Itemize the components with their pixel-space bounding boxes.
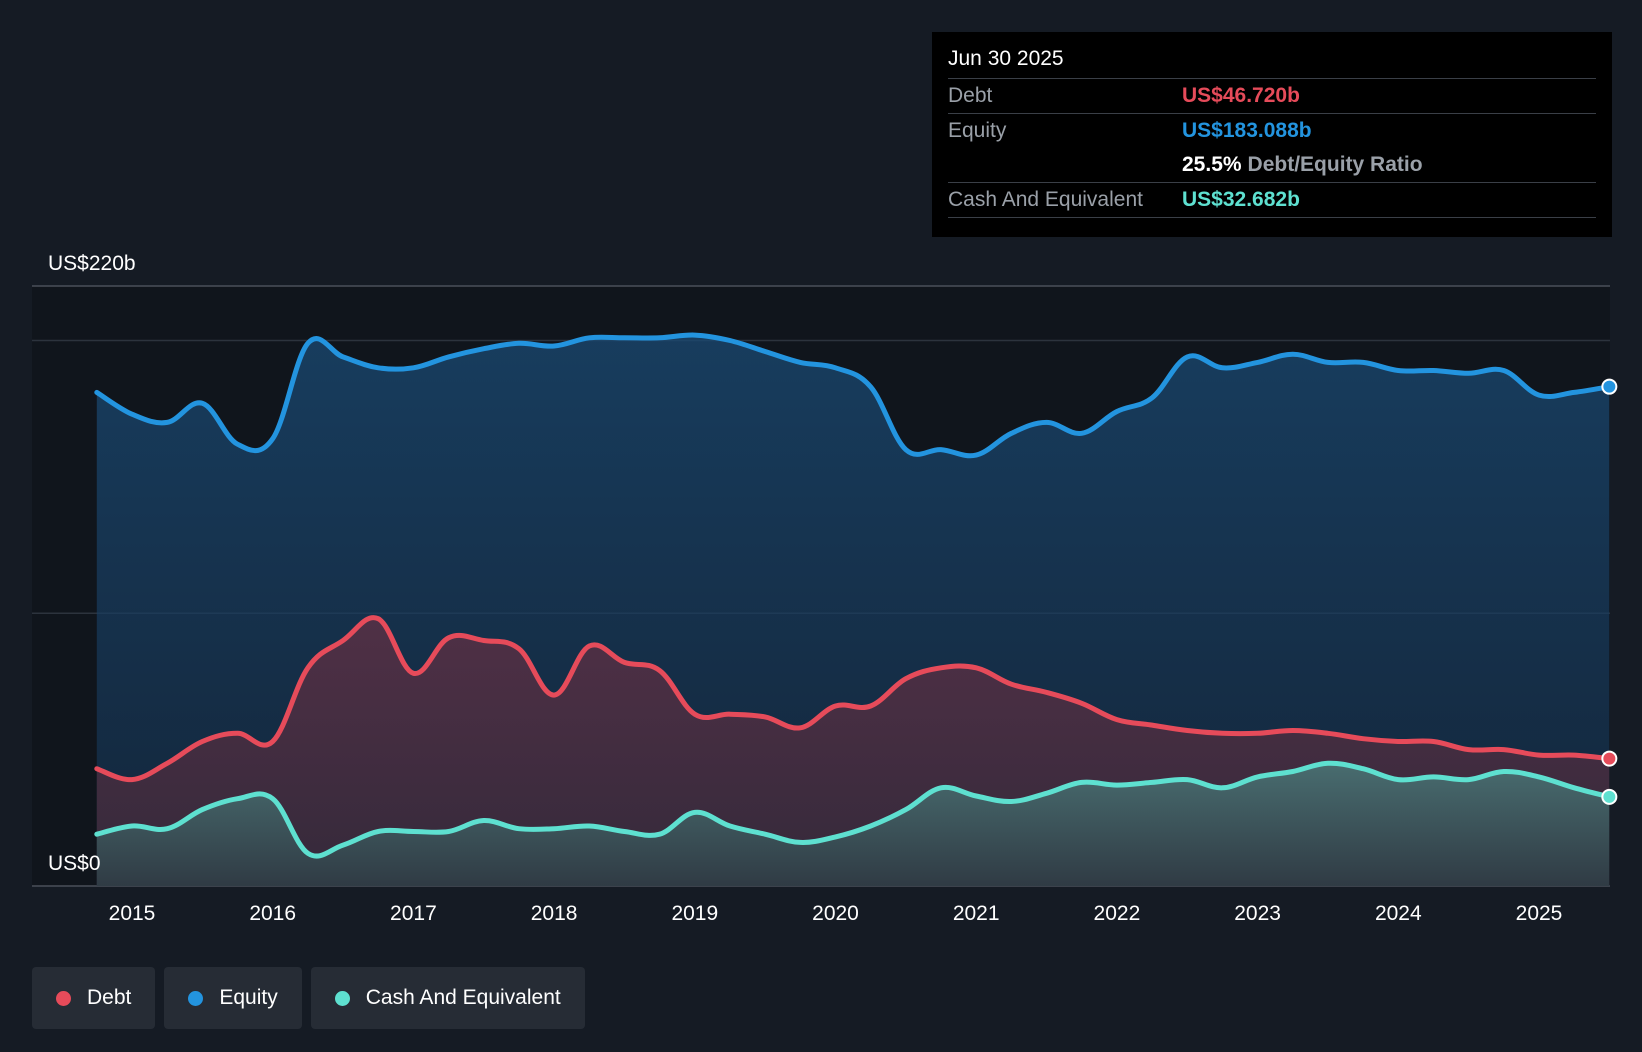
debt-dot-icon — [56, 990, 71, 1006]
equity-line — [94, 332, 1612, 459]
legend-label-cash: Cash And Equivalent — [365, 986, 561, 1009]
tooltip-equity-label: Equity — [948, 119, 1007, 142]
x-tick-2022: 2022 — [1094, 902, 1141, 925]
legend-item-cash[interactable]: Cash And Equivalent — [310, 967, 585, 1029]
x-tick-2019: 2019 — [671, 902, 718, 925]
y-axis-bottom-label: US$0 — [48, 852, 101, 875]
equity-endpoint[interactable] — [1601, 378, 1618, 395]
cash-line — [94, 760, 1612, 859]
cash-dot-icon — [334, 990, 350, 1006]
x-tick-2015: 2015 — [109, 902, 156, 925]
tooltip-cash-value: US$32.682b — [1182, 188, 1300, 211]
x-tick-2021: 2021 — [953, 902, 1000, 925]
tooltip-date: Jun 30 2025 — [948, 44, 1596, 79]
tooltip-row-debt: Debt US$46.720b — [948, 79, 1596, 114]
legend-label-debt: Debt — [87, 986, 132, 1009]
debt-endpoint[interactable] — [1601, 750, 1618, 767]
tooltip-panel: Jun 30 2025 Debt US$46.720b Equity US$18… — [932, 32, 1612, 237]
x-tick-2020: 2020 — [812, 902, 859, 925]
equity-dot-icon — [188, 990, 204, 1006]
cash-area — [96, 763, 1610, 886]
legend-item-equity[interactable]: Equity — [164, 967, 302, 1029]
cash-endpoint[interactable] — [1601, 788, 1618, 805]
x-tick-2024: 2024 — [1375, 902, 1422, 925]
tooltip-debt-value: US$46.720b — [1182, 84, 1300, 107]
y-axis-top-label: US$220b — [48, 252, 136, 275]
tooltip-cash-label: Cash And Equivalent — [948, 188, 1143, 211]
x-tick-2016: 2016 — [249, 902, 296, 925]
x-tick-2018: 2018 — [531, 902, 578, 925]
x-tick-2025: 2025 — [1516, 902, 1563, 925]
legend-label-equity: Equity — [219, 986, 278, 1009]
tooltip-debt-label: Debt — [948, 84, 993, 107]
tooltip-row-equity: Equity US$183.088b — [948, 114, 1596, 148]
tooltip-ratio-value: 25.5% — [1182, 153, 1242, 176]
legend-item-debt[interactable]: Debt — [32, 967, 156, 1029]
debt-line — [94, 615, 1612, 783]
tooltip-equity-value: US$183.088b — [1182, 119, 1312, 142]
tooltip-ratio-label: Debt/Equity Ratio — [1247, 153, 1423, 176]
chart-legend: Debt Equity Cash And Equivalent — [32, 967, 585, 1029]
tooltip-row-cash: Cash And Equivalent US$32.682b — [948, 183, 1596, 218]
x-tick-2023: 2023 — [1234, 902, 1281, 925]
tooltip-row-ratio: 25.5% Debt/Equity Ratio — [948, 148, 1596, 183]
x-tick-2017: 2017 — [390, 902, 437, 925]
